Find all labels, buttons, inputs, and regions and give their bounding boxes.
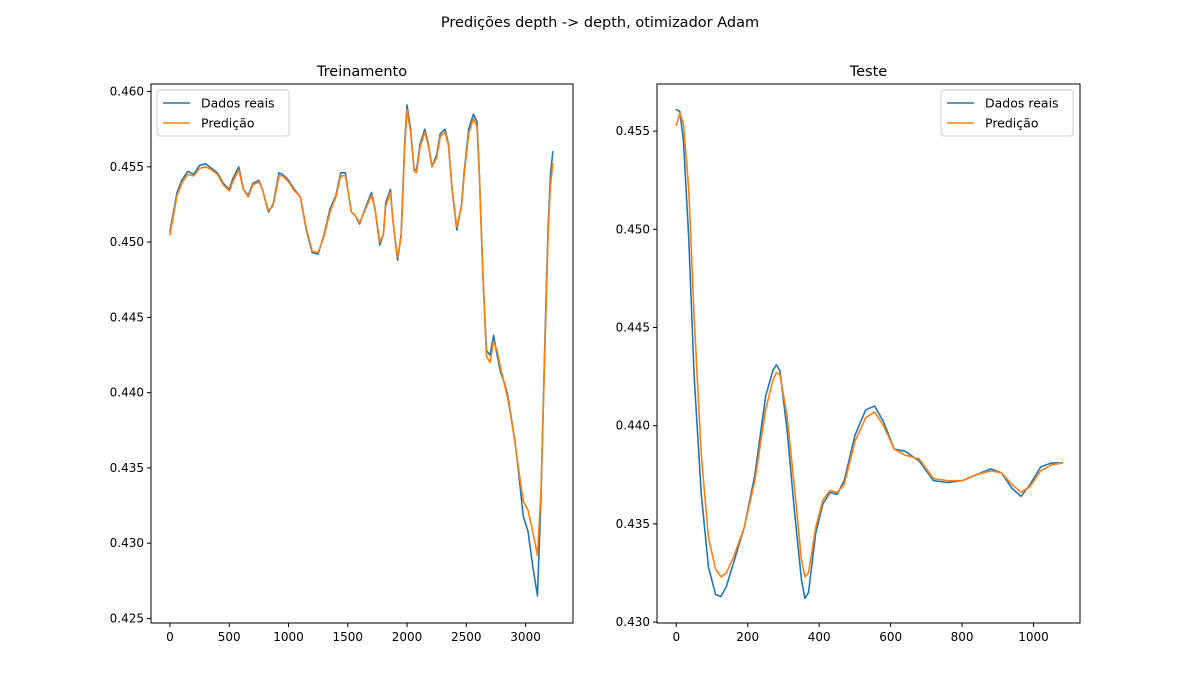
y-tick-label: 0.445 (616, 320, 650, 334)
x-tick-label: 1500 (333, 630, 364, 644)
legend-label: Dados reais (201, 96, 275, 111)
series-line-real (675, 108, 1063, 600)
legend-box (156, 89, 290, 137)
y-tick-label: 0.430 (110, 536, 144, 550)
x-tick-label: 2500 (451, 630, 482, 644)
subplot-1: 0 500 1000 1500 2000 2500 3000 0.425 0.430 0.435 0… (110, 64, 574, 644)
series-line-real (169, 104, 554, 597)
x-tick-label: 3000 (510, 630, 541, 644)
axes-frame (656, 83, 1081, 624)
y-tick-label: 0.440 (616, 419, 650, 433)
legend-box (940, 89, 1074, 137)
x-tick-label: 1000 (273, 630, 304, 644)
x-tick-label: 800 (951, 630, 974, 644)
x-tick-label: 2000 (392, 630, 423, 644)
legend: Dados reais Predição (156, 89, 290, 137)
subplot-title: Treinamento (316, 64, 407, 80)
axes-frame (150, 83, 574, 624)
subplots: 0 500 1000 1500 2000 2500 30000.4250.4300.4350… (110, 64, 1081, 644)
y-tick-label: 0.435 (616, 517, 650, 531)
series-line-pred (675, 112, 1063, 578)
subplot-title: Teste (849, 64, 888, 80)
y-tick-label: 0.430 (616, 615, 650, 629)
y-tick-label: 0.460 (110, 85, 144, 99)
y-tick-label: 0.450 (110, 235, 144, 249)
legend: Dados reais Predição (940, 89, 1074, 137)
y-tick-label: 0.425 (110, 611, 144, 625)
y-tick-label: 0.455 (110, 160, 144, 174)
x-tick-label: 0 (166, 630, 174, 644)
legend-label: Predição (985, 116, 1038, 131)
y-tick-label: 0.435 (110, 461, 144, 475)
x-tick-label: 1000 (1018, 630, 1049, 644)
legend-label: Predição (201, 116, 254, 131)
subplot-2: 0 200 400 600 800 1000 0.430 0.435 0.440 0.445 0.4… (616, 64, 1081, 644)
y-tick-label: 0.455 (616, 124, 650, 138)
x-tick-label: 400 (808, 630, 831, 644)
y-tick-label: 0.445 (110, 310, 144, 324)
x-tick-label: 0 (672, 630, 680, 644)
legend-label: Dados reais (985, 96, 1059, 111)
series-line-pred (169, 108, 554, 557)
figure-suptitle: Predições depth -> depth, otimizador Ada… (441, 15, 759, 31)
y-tick-label: 0.440 (110, 386, 144, 400)
y-tick-label: 0.450 (616, 222, 650, 236)
x-tick-label: 500 (218, 630, 241, 644)
x-tick-label: 200 (736, 630, 759, 644)
x-tick-label: 600 (879, 630, 902, 644)
